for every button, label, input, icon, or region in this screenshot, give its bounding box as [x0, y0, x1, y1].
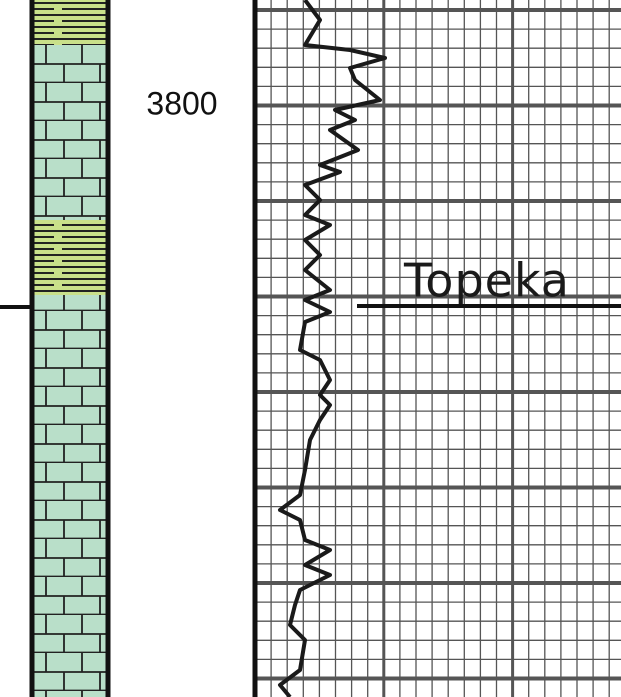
lithology-column: [0, 0, 111, 697]
limestone-bed: [34, 45, 106, 220]
shale-bed: [34, 220, 106, 295]
log-curve: [278, 0, 387, 697]
formation-name: Topeka: [403, 254, 570, 308]
limestone-bed: [34, 295, 106, 697]
shale-bed: [34, 0, 106, 45]
depth-label: 3800: [146, 85, 217, 121]
log-grid: [253, 0, 621, 697]
